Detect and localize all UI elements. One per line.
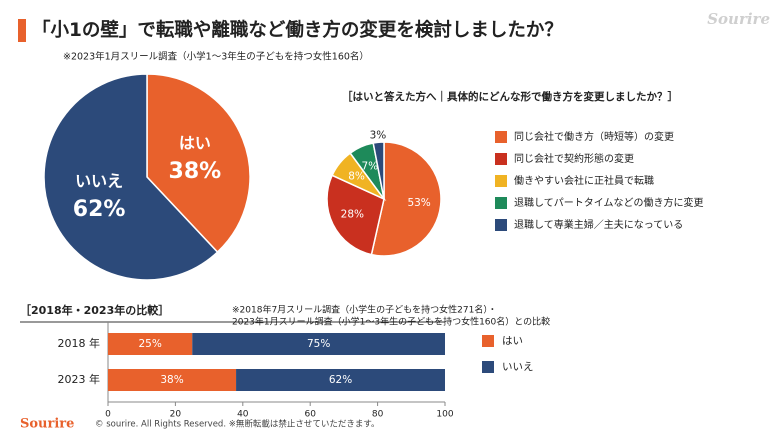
pie-slice (370, 141, 442, 257)
x-tick-label: 100 (436, 410, 453, 420)
legend-swatch (495, 175, 507, 187)
legend-label: いいえ (502, 361, 534, 373)
bar-value-label: 38% (160, 374, 183, 386)
slice-value-label: 8% (348, 171, 365, 183)
legend-label: 退職して専業主婦／主夫になっている (514, 218, 683, 231)
footer-logo: Sourire (20, 417, 74, 432)
pie-slice (146, 73, 251, 254)
chart-note: ※2023年1月スリール調査（小学1～3年生の子どもを持つ女性160名） (63, 51, 369, 63)
copyright: © sourire. All Rights Reserved. ※無断転載は禁止… (95, 419, 380, 430)
x-tick-label: 60 (304, 410, 316, 420)
chart-title: ［はいと答えた方へ｜具体的にどんな形で働き方を変更しましたか？］ (342, 90, 678, 103)
category-label: 2018 年 (58, 336, 101, 350)
bar-value-label: 62% (329, 374, 352, 386)
chart-note: 2023年1月スリール調査（小学1～3年生の子どもを持つ女性160名）との比較 (232, 316, 550, 328)
pie-slice (326, 174, 385, 256)
legend-label: 同じ会社で働き方（時短等）の変更 (514, 130, 674, 143)
x-tick-label: 0 (105, 410, 111, 420)
bar-segment (236, 369, 445, 391)
bar-value-label: 75% (307, 338, 330, 350)
pie-slice (372, 141, 385, 200)
bar-value-label: 25% (138, 338, 161, 350)
x-tick-label: 20 (170, 410, 182, 420)
slice-value-label: 3% (370, 129, 387, 141)
legend-label: はい (502, 335, 523, 347)
title-accent (18, 19, 26, 42)
legend-swatch (482, 335, 494, 347)
slice-name: はい (179, 134, 211, 153)
bar-segment (192, 333, 445, 355)
chart-title: ［2018年・2023年の比較］ (20, 303, 169, 317)
legend-swatch (495, 131, 507, 143)
category-label: 2023 年 (58, 372, 101, 386)
slice-value-label: 28% (341, 209, 364, 221)
slice-value-label: 38% (169, 159, 222, 184)
legend-label: 同じ会社で契約形態の変更 (514, 152, 634, 165)
legend-swatch (495, 153, 507, 165)
slice-name: いいえ (75, 171, 123, 190)
page-title: 「小1の壁」で転職や離職など働き方の変更を検討しましたか？ (32, 19, 563, 41)
legend-swatch (482, 361, 494, 373)
slice-value-label: 62% (73, 197, 126, 222)
header-logo: Sourire (707, 10, 770, 28)
x-tick-label: 40 (237, 410, 249, 420)
legend-label: 退職してパートタイムなどの働き方に変更 (514, 196, 704, 209)
legend-swatch (495, 197, 507, 209)
x-tick-label: 80 (372, 410, 384, 420)
slice-value-label: 7% (361, 161, 378, 173)
bar-segment (108, 333, 193, 355)
chart-note: ※2018年7月スリール調査（小学生の子どもを持つ女性271名）・ (232, 304, 497, 316)
slice-value-label: 53% (407, 197, 430, 209)
legend-label: 働きやすい会社に正社員で転職 (514, 174, 654, 187)
legend-swatch (495, 219, 507, 231)
pie-slice (43, 73, 219, 281)
bar-segment (108, 369, 237, 391)
